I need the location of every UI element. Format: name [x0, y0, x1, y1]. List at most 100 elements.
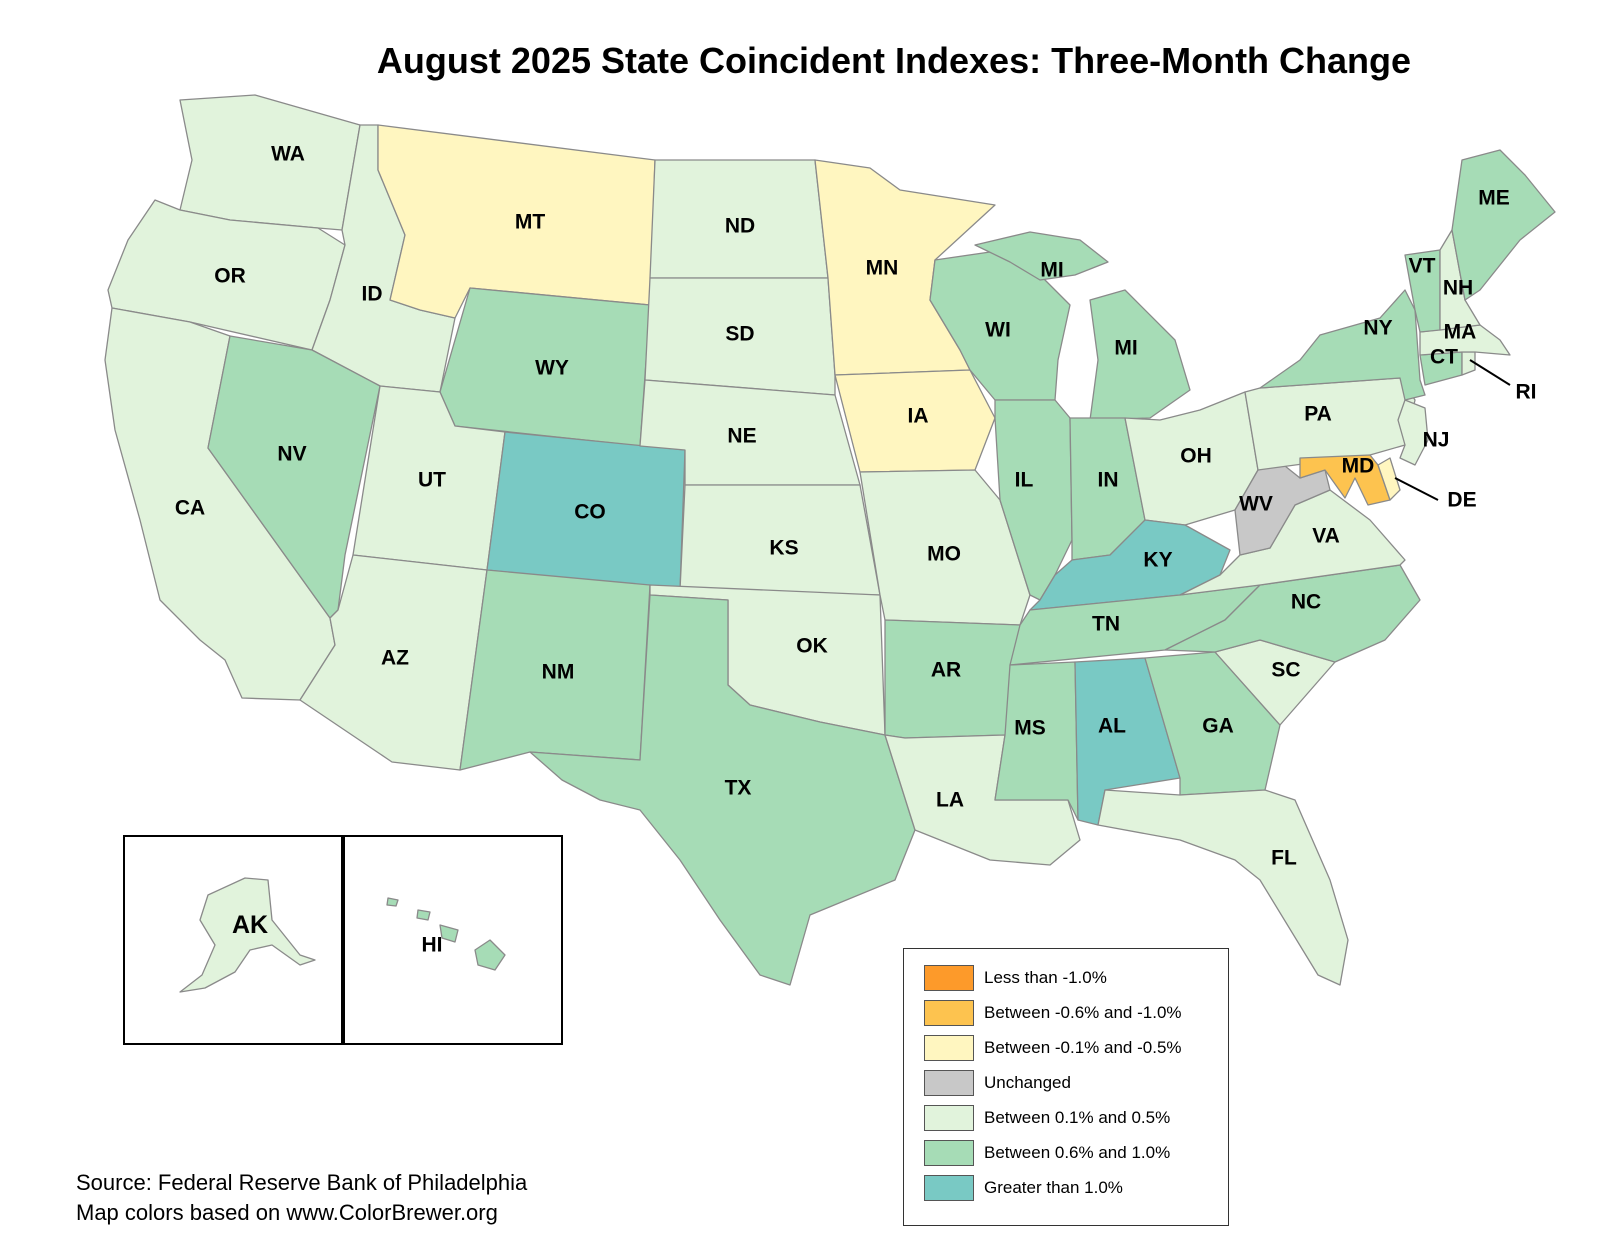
label-NV: NV — [277, 443, 306, 466]
map-legend: Less than -1.0% Between -0.6% and -1.0% … — [903, 948, 1229, 1226]
legend-item: Unchanged — [924, 1070, 1071, 1096]
state-DE — [1377, 457, 1401, 501]
label-WV: WV — [1239, 493, 1273, 516]
source-note: Source: Federal Reserve Bank of Philadel… — [76, 1168, 527, 1228]
legend-swatch — [924, 1105, 974, 1131]
label-ME: ME — [1478, 187, 1510, 210]
label-MS: MS — [1014, 717, 1046, 740]
state-IA — [834, 369, 996, 473]
legend-label: Less than -1.0% — [984, 968, 1107, 987]
colorbrewer-credit: Map colors based on www.ColorBrewer.org — [76, 1200, 498, 1225]
state-NC — [1164, 564, 1421, 663]
state-MI-UP — [974, 231, 1109, 281]
legend-swatch — [924, 1000, 974, 1026]
state-FL — [1097, 789, 1349, 986]
legend-item: Between -0.1% and -0.5% — [924, 1035, 1182, 1061]
label-PA: PA — [1304, 403, 1332, 426]
label-NE: NE — [727, 425, 756, 448]
label-OK: OK — [796, 635, 828, 658]
legend-item: Greater than 1.0% — [924, 1175, 1123, 1201]
label-RI: RI — [1516, 381, 1537, 404]
label-FL: FL — [1271, 847, 1297, 870]
label-WI: WI — [985, 319, 1011, 342]
legend-swatch — [924, 1140, 974, 1166]
legend-label: Greater than 1.0% — [984, 1178, 1123, 1197]
legend-label: Between -0.6% and -1.0% — [984, 1003, 1182, 1022]
label-KY: KY — [1143, 549, 1172, 572]
label-ND: ND — [725, 215, 755, 238]
state-labels: WA OR CA ID NV MT WY UT AZ CO NM ND SD N… — [175, 143, 1537, 957]
state-MI — [1089, 289, 1191, 421]
legend-swatch — [924, 965, 974, 991]
label-SC: SC — [1271, 659, 1300, 682]
label-HI: HI — [422, 934, 443, 957]
label-AK: AK — [232, 911, 268, 939]
label-MA: MA — [1444, 321, 1477, 344]
label-CA: CA — [175, 497, 205, 520]
label-MI: MI — [1114, 337, 1137, 360]
legend-label: Unchanged — [984, 1073, 1071, 1092]
label-CO: CO — [574, 501, 606, 524]
label-ID: ID — [362, 283, 383, 306]
ri-leader-line — [1469, 359, 1511, 386]
label-OR: OR — [214, 265, 246, 288]
hawaii-inset-frame — [341, 835, 563, 1045]
label-OH: OH — [1180, 445, 1212, 468]
state-NV — [207, 335, 381, 619]
label-DE: DE — [1447, 489, 1476, 512]
label-KS: KS — [769, 537, 798, 560]
label-CT: CT — [1430, 346, 1458, 369]
de-leader-line — [1394, 477, 1439, 501]
legend-item: Between -0.6% and -1.0% — [924, 1000, 1182, 1026]
label-SD: SD — [725, 323, 754, 346]
label-WY: WY — [535, 357, 569, 380]
legend-label: Between -0.1% and -0.5% — [984, 1038, 1182, 1057]
alaska-inset-frame — [123, 835, 345, 1045]
state-OR — [107, 199, 346, 351]
state-RI — [1461, 351, 1476, 376]
state-WA — [179, 94, 361, 231]
label-IL: IL — [1015, 469, 1034, 492]
label-VA: VA — [1312, 525, 1340, 548]
state-TX — [529, 594, 916, 986]
label-NM: NM — [542, 661, 575, 684]
map-title: August 2025 State Coincident Indexes: Th… — [376, 40, 1412, 81]
label-NJ: NJ — [1423, 429, 1450, 452]
label-UT: UT — [418, 469, 446, 492]
label-IN: IN — [1098, 469, 1119, 492]
state-VT — [1404, 249, 1441, 333]
label-MD: MD — [1342, 455, 1375, 478]
label-IA: IA — [908, 405, 929, 428]
label-MI-UP: MI — [1040, 259, 1063, 282]
legend-swatch — [924, 1070, 974, 1096]
label-LA: LA — [936, 789, 964, 812]
state-NJ — [1397, 399, 1429, 466]
source-line: Source: Federal Reserve Bank of Philadel… — [76, 1170, 528, 1195]
state-MD — [1299, 454, 1391, 506]
label-GA: GA — [1202, 715, 1234, 738]
legend-item: Between 0.6% and 1.0% — [924, 1140, 1170, 1166]
legend-label: Between 0.1% and 0.5% — [984, 1108, 1171, 1127]
label-WA: WA — [271, 143, 305, 166]
label-AZ: AZ — [381, 647, 409, 670]
label-NC: NC — [1291, 591, 1321, 614]
label-AR: AR — [931, 659, 961, 682]
label-MN: MN — [866, 257, 899, 280]
state-AK — [179, 877, 316, 993]
label-AL: AL — [1098, 715, 1126, 738]
label-NY: NY — [1363, 317, 1392, 340]
state-NH — [1439, 229, 1481, 331]
label-MO: MO — [927, 543, 961, 566]
label-NH: NH — [1443, 277, 1473, 300]
label-VT: VT — [1409, 255, 1436, 278]
legend-swatch — [924, 1175, 974, 1201]
state-MO — [859, 469, 1031, 626]
legend-label: Between 0.6% and 1.0% — [984, 1143, 1171, 1162]
label-TX: TX — [725, 777, 752, 800]
state-SD — [644, 277, 836, 396]
state-MA — [1419, 324, 1511, 356]
label-MT: MT — [515, 211, 545, 234]
state-HI — [386, 897, 506, 971]
state-ME — [1451, 149, 1556, 301]
